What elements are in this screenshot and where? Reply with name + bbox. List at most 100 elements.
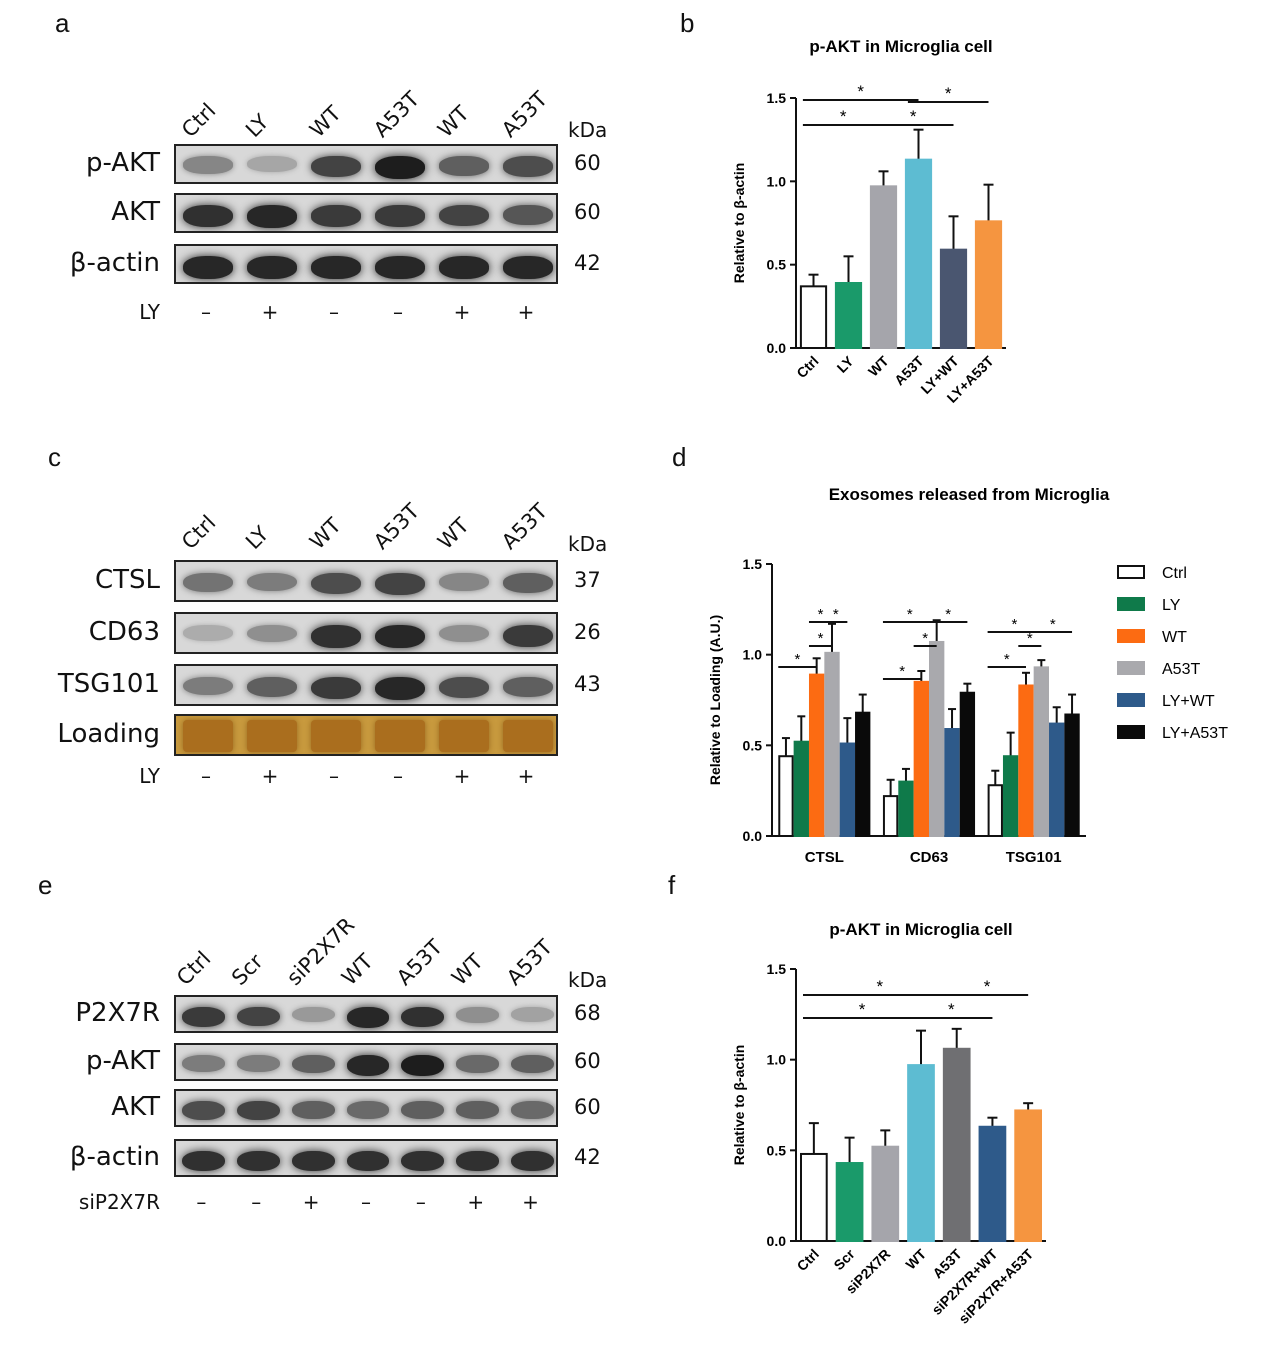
protein-band xyxy=(247,205,297,228)
row-label-akt: AKT xyxy=(111,197,160,227)
protein-band xyxy=(439,205,489,226)
chart-f: p-AKT in Microglia cell 0.0 0.5 1.0 1.5 Relat… xyxy=(731,920,1046,1327)
legend-swatch xyxy=(1117,725,1145,739)
bar-ly+wt-ctsl xyxy=(839,742,856,837)
protein-band xyxy=(375,720,425,752)
protein-band xyxy=(311,624,361,648)
chart-d: Exosomes released from Microglia 0.0 0.5 1.… xyxy=(707,485,1228,866)
significance-star: * xyxy=(1004,651,1010,668)
bar-ly+wt-tsg101 xyxy=(1049,722,1065,837)
protein-band xyxy=(456,1150,500,1172)
protein-band xyxy=(503,676,553,697)
significance-star: * xyxy=(859,1000,866,1019)
size-label: 42 xyxy=(574,251,601,275)
protein-band xyxy=(236,1006,280,1027)
protein-band xyxy=(401,1100,445,1120)
protein-band xyxy=(236,1100,280,1121)
protein-band xyxy=(183,205,233,227)
blot-strip-p-akt xyxy=(174,1043,558,1081)
protein-band xyxy=(183,156,233,174)
protein-band xyxy=(247,156,297,172)
lane-label: Ctrl xyxy=(172,946,216,990)
protein-band xyxy=(511,1150,554,1172)
x-tick-label: TSG101 xyxy=(1006,849,1062,866)
protein-band xyxy=(247,720,297,752)
size-label: 68 xyxy=(574,1001,601,1025)
protein-band xyxy=(503,205,553,225)
y-tick-label: 0.5 xyxy=(743,737,763,753)
legend-swatch xyxy=(1117,693,1145,707)
protein-band xyxy=(439,624,489,643)
size-label: 60 xyxy=(574,1049,601,1073)
protein-band xyxy=(183,572,233,592)
lane-label: A53T xyxy=(501,934,557,990)
significance-star: * xyxy=(818,606,824,623)
protein-band xyxy=(291,1150,335,1172)
size-label: 42 xyxy=(574,1145,601,1169)
significance-star: * xyxy=(818,630,824,647)
bar-ctrl-cd63 xyxy=(882,795,899,837)
protein-band xyxy=(346,1150,390,1172)
lane-label: A53T xyxy=(369,498,425,554)
row-label-p-akt: p-AKT xyxy=(85,1046,160,1076)
significance-star: * xyxy=(945,84,952,103)
chart-title: Exosomes released from Microglia xyxy=(829,485,1110,504)
row-label-p-akt: p-AKT xyxy=(85,148,160,178)
y-tick-label: 1.5 xyxy=(743,556,763,572)
treatment-sign: – xyxy=(329,300,339,324)
y-axis-label: Relative to β-actin xyxy=(731,163,747,284)
protein-band xyxy=(375,156,425,179)
treatment-sign: – xyxy=(201,300,211,324)
bar-ly+a53t xyxy=(974,220,1003,349)
lane-label: WT xyxy=(433,101,474,142)
bar-a53t-cd63 xyxy=(929,640,945,837)
lane-label: A53T xyxy=(497,498,553,554)
protein-band xyxy=(247,256,297,279)
blot-strip-cd63 xyxy=(174,612,558,654)
significance-star: * xyxy=(984,977,991,996)
panel-letter-e: e xyxy=(38,870,53,900)
y-tick-label: 1.0 xyxy=(767,1052,787,1068)
bar-ly+wt-cd63 xyxy=(944,728,960,837)
row-label-loading: Loading xyxy=(57,719,160,749)
protein-band xyxy=(236,1150,280,1172)
size-label: 43 xyxy=(574,672,601,696)
protein-band xyxy=(182,1150,225,1172)
significance-star: * xyxy=(910,107,917,126)
protein-band xyxy=(236,1054,280,1072)
lane-label: WT xyxy=(433,513,474,554)
treatment-sign: – xyxy=(361,1190,371,1214)
protein-band xyxy=(439,156,489,176)
blot-strip-p-akt xyxy=(174,144,558,184)
y-tick-label: 1.0 xyxy=(743,647,763,663)
protein-band xyxy=(311,720,361,752)
significance-star: * xyxy=(945,606,951,623)
panel-letter-c: c xyxy=(48,442,61,472)
blot-strip-p2x7r xyxy=(174,995,558,1033)
treatment-sign: + xyxy=(453,300,471,324)
protein-band xyxy=(401,1054,445,1077)
legend-swatch xyxy=(1117,597,1145,611)
row-label-cd63: CD63 xyxy=(88,617,160,647)
y-axis-label: Relative to Loading (A.U.) xyxy=(707,615,723,785)
bar-sip2x7r xyxy=(871,1145,900,1242)
significance-star: * xyxy=(1012,616,1018,633)
protein-band xyxy=(182,1100,225,1120)
protein-band xyxy=(503,156,553,177)
size-label: 37 xyxy=(574,568,601,592)
bar-ly+a53t-ctsl xyxy=(855,711,871,837)
blot-strip-tsg101 xyxy=(174,664,558,706)
significance-star: * xyxy=(840,107,847,126)
chart-title: p-AKT in Microglia cell xyxy=(809,37,992,56)
blot-strip-loading xyxy=(174,714,558,756)
bar-a53t-ctsl xyxy=(824,651,840,837)
lane-label: A53T xyxy=(391,934,447,990)
protein-band xyxy=(375,624,425,649)
lane-label: LY xyxy=(241,109,274,142)
significance-star: * xyxy=(1027,630,1033,647)
row-label-akt: AKT xyxy=(111,1092,160,1122)
bar-scr xyxy=(835,1162,864,1243)
treatment-sign: – xyxy=(201,764,211,788)
bar-a53t-tsg101 xyxy=(1033,666,1050,837)
treatment-sign: + xyxy=(522,1190,539,1214)
